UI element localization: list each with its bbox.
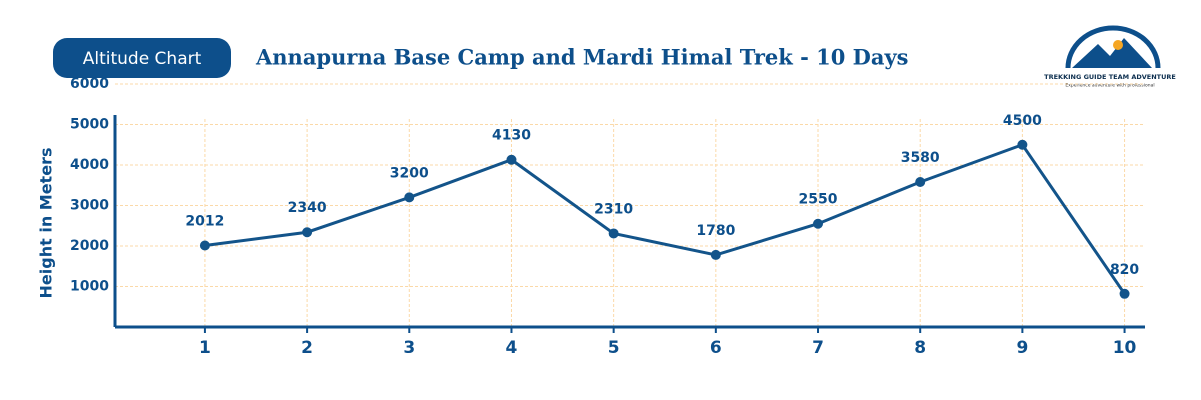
point [608, 228, 619, 239]
data-label: 1780 [696, 223, 735, 239]
point [1119, 288, 1130, 299]
logo-arc [1065, 25, 1161, 69]
y-tick-label: 2000 [70, 238, 109, 254]
logo-sun [1113, 40, 1123, 50]
x-tick-label: 8 [914, 338, 926, 358]
y-tick-label: 1000 [70, 279, 109, 295]
y-tick-label: 5000 [70, 117, 109, 133]
point [404, 192, 415, 203]
y-axis-label: Height in Meters [37, 148, 56, 299]
logo-tagline: Experience adventure with professional [1065, 83, 1154, 89]
x-tick-label: 10 [1113, 338, 1137, 358]
data-label: 820 [1110, 262, 1139, 278]
point [199, 240, 210, 251]
point [710, 249, 721, 260]
data-label: 4130 [492, 128, 531, 144]
data-label: 4500 [1003, 113, 1042, 129]
x-tick-label: 9 [1016, 338, 1028, 358]
data-label: 3200 [390, 165, 429, 181]
badge-text: Altitude Chart [83, 49, 202, 69]
chart-title: Annapurna Base Camp and Mardi Himal Trek… [255, 45, 909, 70]
data-label: 3580 [901, 150, 940, 166]
logo: TREKKING GUIDE TEAM ADVENTURE Experience… [1044, 25, 1176, 89]
data-label: 2550 [799, 192, 838, 208]
y-tick-label: 6000 [70, 76, 109, 92]
data-label: 2310 [594, 201, 633, 217]
point [1017, 139, 1028, 150]
point [915, 177, 926, 188]
y-tick-label: 3000 [70, 198, 109, 214]
point [302, 227, 313, 238]
x-tick-label: 2 [301, 338, 313, 358]
x-tick-label: 4 [506, 338, 518, 358]
x-tick-label: 6 [710, 338, 722, 358]
badge [53, 38, 231, 78]
y-tick-label: 4000 [70, 157, 109, 173]
x-tick-label: 3 [403, 338, 415, 358]
point [813, 218, 824, 229]
x-tick-label: 7 [812, 338, 824, 358]
point [506, 154, 517, 165]
data-label: 2340 [288, 200, 327, 216]
line [204, 142, 1126, 295]
x-tick-label: 5 [608, 338, 620, 358]
logo-name: TREKKING GUIDE TEAM ADVENTURE [1044, 73, 1176, 81]
data-label: 2012 [185, 214, 224, 230]
logo-mountain [1072, 38, 1152, 68]
x-tick-label: 1 [199, 338, 211, 358]
